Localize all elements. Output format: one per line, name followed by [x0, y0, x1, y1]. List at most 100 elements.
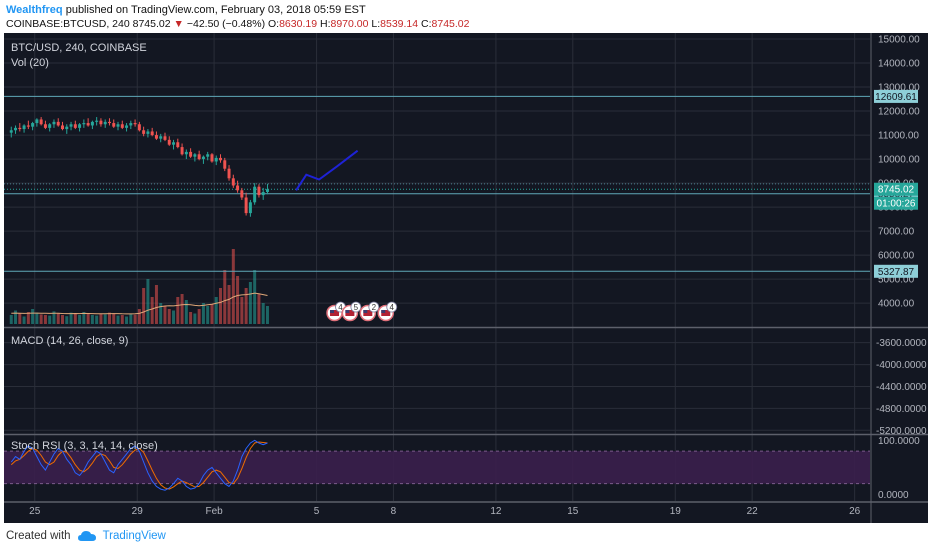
volume-bar [125, 316, 129, 324]
candle-body [99, 120, 103, 125]
volume-bar [244, 288, 248, 324]
volume-bar [180, 294, 184, 324]
candle-body [129, 123, 133, 126]
level-price-tag-bg [874, 89, 918, 103]
volume-bar [210, 304, 214, 324]
volume-bar [240, 297, 244, 324]
event-count-bubble [350, 301, 362, 313]
last-price-tag: 8745.02 [878, 185, 915, 196]
candle-body [154, 135, 158, 139]
volume-bar [146, 279, 150, 324]
volume-bar [9, 315, 13, 324]
axis-layer: 15000.00 14000.00 13000.00 12000.00 11000.00… [29, 35, 927, 517]
candle-body [90, 121, 94, 126]
candle-body [137, 124, 141, 131]
candle-body [163, 136, 167, 140]
candle-body [35, 119, 39, 124]
author-link[interactable]: Wealthfreq [6, 4, 63, 16]
volume-bar [150, 297, 154, 324]
candle-body [150, 131, 154, 136]
candle-body [231, 178, 235, 186]
volume-bar [39, 314, 43, 324]
footer: Created with TradingView [6, 530, 166, 542]
price-tick-label: 11000.00 [878, 131, 919, 142]
candle-body [133, 123, 137, 125]
volume-bar [167, 309, 171, 324]
level-layer [4, 95, 870, 272]
event-flag-canton [381, 310, 386, 313]
price-tick-label: 7000.00 [878, 227, 915, 238]
volume-bar [261, 303, 265, 324]
stoch-layer [10, 439, 268, 491]
volume-bar [65, 316, 69, 324]
candle-body [180, 147, 184, 155]
candle-body [248, 202, 252, 214]
volume-bar [48, 315, 52, 324]
time-tick-label: 25 [29, 506, 41, 517]
macd-tick-label: -5200.0000 [876, 426, 927, 437]
ohlc-line: COINBASE:BTCUSD, 240 8745.02 ▼ −42.50 (−… [6, 18, 470, 30]
candle-body [18, 127, 22, 130]
volume-bar [26, 312, 30, 324]
candle-body [103, 121, 107, 125]
price-tick-label: 12000.00 [878, 107, 920, 118]
stoch-d-line [10, 441, 268, 490]
volume-bar [35, 312, 39, 324]
candle-body [73, 124, 77, 128]
volume-bar [154, 285, 158, 324]
grid-lines [4, 33, 870, 501]
volume-title: Vol (20) [11, 57, 49, 69]
volume-bar [78, 315, 82, 324]
stoch-title: Stoch RSI (3, 3, 14, 14, close) [11, 440, 158, 452]
candle-body [125, 125, 129, 128]
candle-body [95, 120, 99, 122]
tradingview-link[interactable]: TradingView [102, 530, 166, 542]
volume-bar [52, 311, 56, 324]
macd-title: MACD (14, 26, close, 9) [11, 335, 128, 347]
volume-bar [86, 313, 90, 324]
volume-bar [120, 315, 124, 324]
tradingview-cloud-icon [77, 531, 96, 541]
volume-bar [56, 313, 60, 324]
volume-bar [103, 314, 107, 324]
time-tick-label: 19 [670, 506, 682, 517]
volume-layer [9, 249, 269, 324]
low-value: 8539.14 [380, 18, 419, 30]
volume-bar [197, 309, 201, 324]
candle-body [265, 189, 269, 192]
candle-body [78, 124, 82, 128]
countdown-tag: 01:00:26 [877, 199, 916, 210]
projection-line [295, 149, 359, 191]
time-tick-label: 29 [132, 506, 144, 517]
candle-body [167, 139, 171, 145]
candle-body [240, 190, 244, 198]
candle-body [69, 124, 73, 127]
macd-tick-label: -4800.0000 [876, 404, 927, 415]
open-label: O: [268, 18, 280, 30]
level-price-tag-bg [874, 264, 918, 278]
candle-body [43, 124, 47, 128]
candle-body [261, 191, 265, 196]
volume-bar [253, 270, 257, 324]
volume-bar [231, 249, 235, 324]
price-tick-label: 10000.00 [878, 155, 920, 166]
volume-bar [133, 314, 137, 324]
candle-body [214, 157, 218, 162]
chart-canvas[interactable]: 4 5 2 4 15000.00 14000.00 13000.00 12000.00 110… [4, 33, 928, 523]
main-pane-title: BTC/USD, 240, COINBASE [11, 42, 147, 54]
event-count: 4 [390, 303, 395, 312]
candle-body [244, 197, 248, 214]
high-label: H: [319, 18, 331, 30]
stoch-tick-label: 100.0000 [878, 436, 920, 447]
price-tick-label: 14000.00 [878, 59, 920, 70]
event-count-bubble [368, 301, 380, 313]
candle-body [253, 186, 257, 203]
volume-bar [172, 310, 176, 324]
time-tick-label: 12 [490, 506, 502, 517]
candle-body [120, 124, 124, 128]
price-tick-label: 4000.00 [878, 299, 915, 310]
event-flag-canton [330, 310, 335, 313]
macd-tick-label: -4400.0000 [876, 382, 927, 393]
event-flag-stripe [330, 310, 340, 316]
event-flag-stripe [363, 310, 373, 316]
